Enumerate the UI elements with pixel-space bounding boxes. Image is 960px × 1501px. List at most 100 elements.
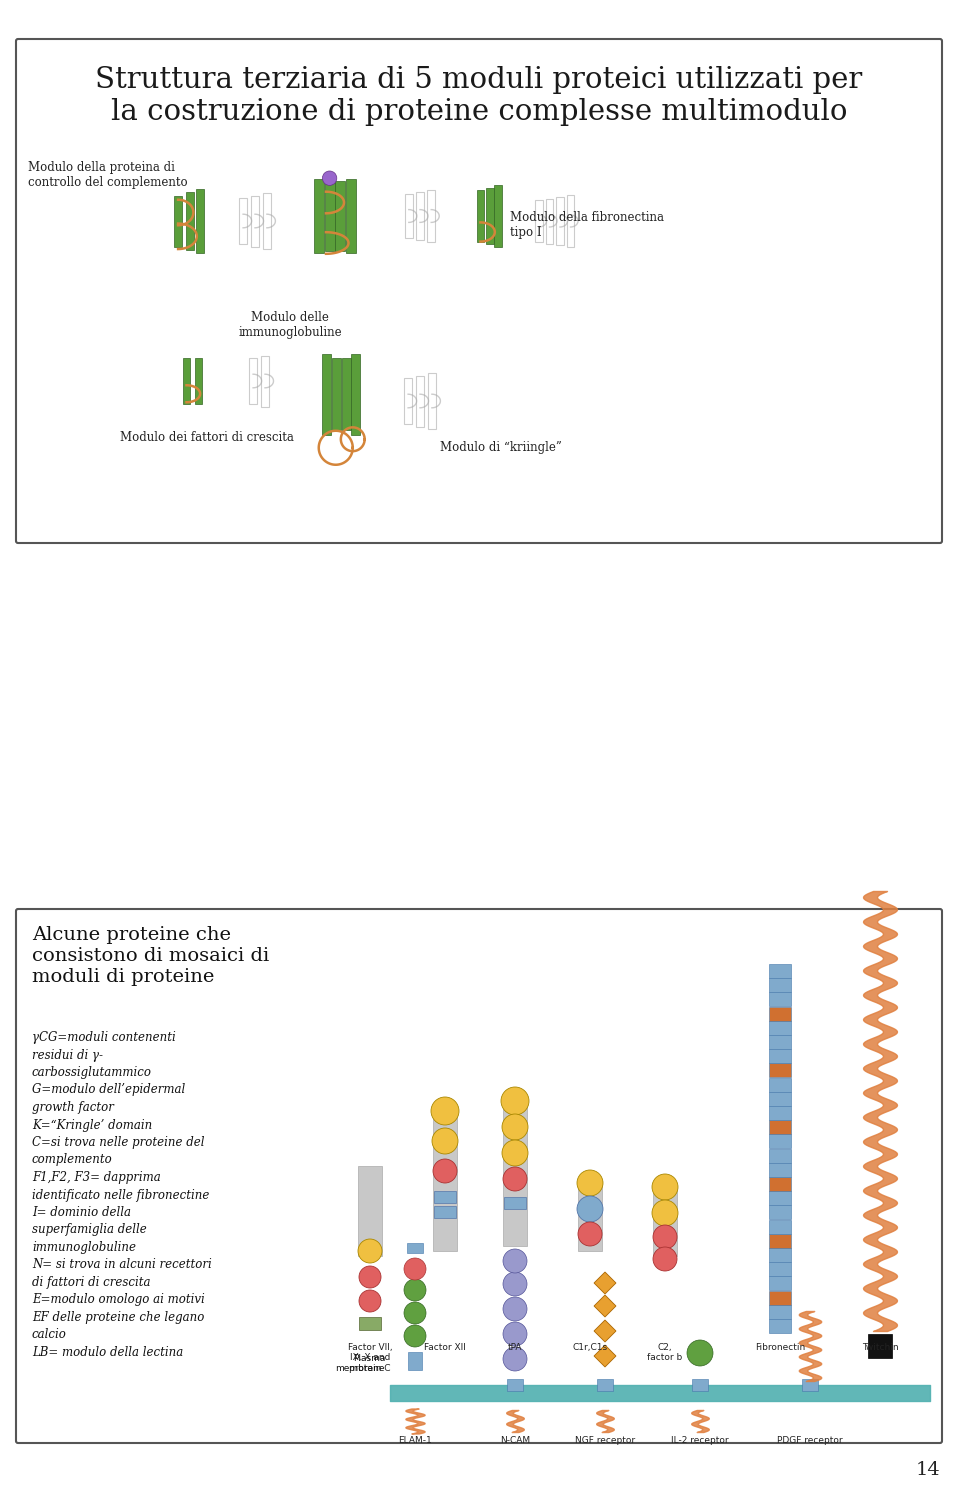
Bar — [477, 191, 484, 242]
Text: γCG=moduli contenenti
residui di γ-
carbossiglutammico
G=modulo dell’epidermal
g: γCG=moduli contenenti residui di γ- carb… — [32, 1031, 212, 1358]
Bar — [350, 354, 360, 435]
Bar — [342, 359, 351, 431]
Bar — [597, 1379, 613, 1391]
Circle shape — [653, 1225, 677, 1249]
Text: Modulo dei fattori di crescita: Modulo dei fattori di crescita — [120, 431, 294, 444]
Circle shape — [503, 1297, 527, 1321]
Text: IL-2 receptor: IL-2 receptor — [671, 1436, 729, 1445]
Bar — [769, 1036, 791, 1049]
Circle shape — [433, 1159, 457, 1183]
Bar — [174, 195, 182, 246]
Text: C2,
factor b: C2, factor b — [647, 1343, 683, 1363]
Bar — [769, 1234, 791, 1247]
Circle shape — [577, 1196, 603, 1222]
Text: Factor XII: Factor XII — [424, 1343, 466, 1352]
Bar — [769, 1163, 791, 1177]
Bar — [769, 1291, 791, 1304]
Text: Alcune proteine che
consistono di mosaici di
moduli di proteine: Alcune proteine che consistono di mosaic… — [32, 926, 269, 986]
Circle shape — [404, 1258, 426, 1280]
Bar — [359, 1316, 381, 1330]
Bar — [494, 185, 501, 246]
Circle shape — [323, 171, 337, 186]
Text: Modulo di “kriingle”: Modulo di “kriingle” — [440, 441, 562, 453]
Bar — [769, 1078, 791, 1091]
Circle shape — [503, 1271, 527, 1295]
Bar — [769, 1247, 791, 1262]
Bar — [263, 194, 271, 249]
Circle shape — [358, 1238, 382, 1262]
Bar — [322, 354, 331, 435]
Polygon shape — [594, 1319, 616, 1342]
Text: Factor VII,
IX, X and
protein C: Factor VII, IX, X and protein C — [348, 1343, 393, 1373]
Bar — [769, 1135, 791, 1148]
Text: N-CAM: N-CAM — [500, 1436, 530, 1445]
Bar — [433, 1111, 457, 1250]
Bar — [503, 1096, 527, 1246]
Bar — [802, 1379, 818, 1391]
Text: Modulo della proteina di
controllo del complemento: Modulo della proteina di controllo del c… — [28, 161, 187, 189]
Bar — [545, 198, 553, 243]
Text: C1r,C1s: C1r,C1s — [572, 1343, 608, 1352]
Bar — [434, 1205, 456, 1217]
Circle shape — [687, 1340, 713, 1366]
Bar — [185, 192, 194, 249]
Bar — [769, 1192, 791, 1205]
Bar — [868, 1334, 892, 1358]
Bar — [769, 1177, 791, 1190]
Bar — [332, 359, 341, 431]
Bar — [427, 374, 436, 429]
Bar — [536, 200, 542, 242]
Text: NGF receptor: NGF receptor — [575, 1436, 636, 1445]
Bar — [239, 198, 248, 245]
Bar — [769, 1148, 791, 1163]
Bar — [261, 356, 269, 407]
Circle shape — [501, 1087, 529, 1115]
Circle shape — [404, 1301, 426, 1324]
Bar — [249, 357, 257, 404]
Text: tPA: tPA — [508, 1343, 522, 1352]
Text: Modulo delle
immunoglobuline: Modulo delle immunoglobuline — [238, 311, 342, 339]
FancyBboxPatch shape — [16, 910, 942, 1442]
Bar — [182, 357, 190, 404]
Bar — [504, 1196, 526, 1208]
Circle shape — [653, 1247, 677, 1271]
Bar — [358, 1166, 382, 1256]
Circle shape — [503, 1166, 527, 1190]
Circle shape — [404, 1279, 426, 1301]
Bar — [196, 189, 204, 254]
Circle shape — [502, 1139, 528, 1166]
Circle shape — [432, 1127, 458, 1154]
Text: ELAM-1: ELAM-1 — [398, 1436, 432, 1445]
Text: Fibronectin: Fibronectin — [755, 1343, 805, 1352]
Bar — [653, 1186, 677, 1256]
Bar — [408, 1352, 422, 1370]
Polygon shape — [594, 1295, 616, 1316]
Bar — [404, 378, 413, 425]
Bar — [314, 179, 324, 254]
Bar — [769, 1120, 791, 1135]
Bar — [769, 1063, 791, 1078]
Bar — [769, 1021, 791, 1034]
Polygon shape — [594, 1271, 616, 1294]
Bar — [566, 195, 574, 248]
Bar — [407, 1243, 423, 1253]
Bar — [692, 1379, 708, 1391]
Bar — [769, 1220, 791, 1234]
Bar — [769, 1262, 791, 1276]
Bar — [335, 182, 346, 251]
FancyBboxPatch shape — [16, 39, 942, 543]
Bar — [416, 192, 424, 240]
Bar — [769, 1319, 791, 1333]
Text: PDGF receptor: PDGF receptor — [778, 1436, 843, 1445]
Bar — [416, 375, 424, 426]
Bar — [195, 357, 203, 404]
Bar — [347, 179, 356, 254]
Circle shape — [503, 1346, 527, 1370]
Bar — [769, 1049, 791, 1063]
Bar — [507, 1379, 523, 1391]
Circle shape — [503, 1322, 527, 1346]
Bar — [769, 1007, 791, 1021]
Circle shape — [359, 1289, 381, 1312]
Text: Struttura terziaria di 5 moduli proteici utilizzati per
la costruzione di protei: Struttura terziaria di 5 moduli proteici… — [95, 66, 863, 126]
Bar — [487, 188, 493, 245]
